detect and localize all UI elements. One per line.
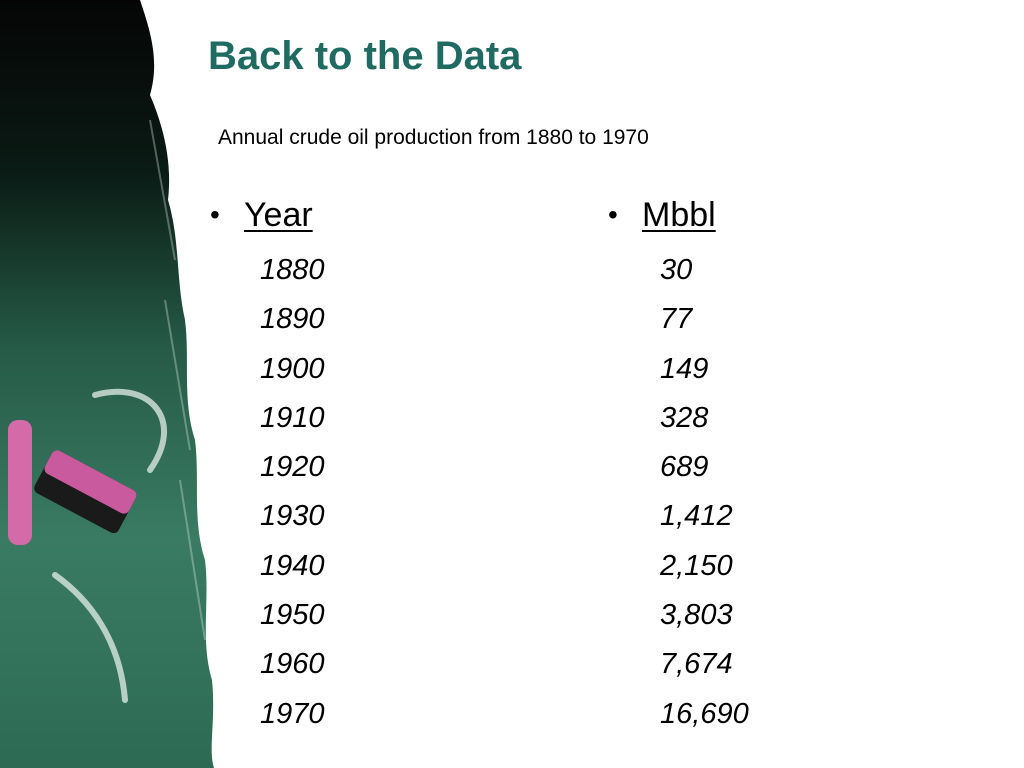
list-item: 7,674 [660, 648, 733, 681]
list-item: 1950 [260, 599, 325, 632]
page-title: Back to the Data [208, 34, 522, 78]
list-item: 689 [660, 451, 709, 484]
bullet-icon: • [608, 199, 618, 230]
year-values-list: 1880 1890 1900 1910 1920 1930 1940 1950 … [260, 246, 325, 739]
chalkboard-decoration [0, 0, 230, 768]
bullet-icon: • [210, 199, 220, 230]
list-item: 1910 [260, 401, 325, 434]
list-item: 16,690 [660, 697, 749, 730]
list-item: 1920 [260, 451, 325, 484]
year-column-header: • Year [210, 193, 325, 237]
year-column: • Year 1880 1890 1900 1910 1920 1930 194… [210, 193, 325, 739]
list-item: 2,150 [660, 549, 733, 582]
mbbl-header-label: Mbbl [642, 195, 716, 234]
list-item: 30 [660, 254, 693, 286]
mbbl-column-header: • Mbbl [608, 193, 749, 237]
list-item: 3,803 [660, 599, 733, 632]
list-item: 328 [660, 401, 709, 434]
list-item: 1960 [260, 648, 325, 681]
chalk-icon [8, 420, 137, 545]
list-item: 77 [660, 303, 693, 336]
chalkboard-image [0, 0, 214, 768]
list-item: 149 [660, 352, 709, 385]
list-item: 1940 [260, 549, 325, 582]
mbbl-values-list: 30 77 149 328 689 1,412 2,150 3,803 7,67… [660, 246, 749, 739]
year-header-label: Year [244, 195, 313, 234]
page-subtitle: Annual crude oil production from 1880 to… [218, 126, 649, 149]
list-item: 1880 [260, 254, 325, 286]
list-item: 1930 [260, 500, 325, 533]
mbbl-column: • Mbbl 30 77 149 328 689 1,412 2,150 3,8… [608, 193, 749, 739]
list-item: 1890 [260, 303, 325, 336]
list-item: 1,412 [660, 500, 733, 533]
list-item: 1900 [260, 352, 325, 385]
list-item: 1970 [260, 697, 325, 730]
